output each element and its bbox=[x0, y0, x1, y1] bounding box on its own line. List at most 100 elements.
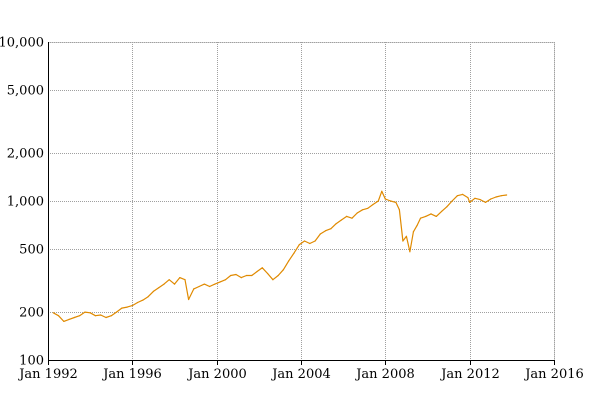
data-point bbox=[430, 213, 432, 215]
data-point bbox=[381, 190, 383, 192]
data-point bbox=[84, 311, 86, 313]
data-point bbox=[446, 206, 448, 208]
data-point bbox=[314, 240, 316, 242]
data-point bbox=[390, 200, 392, 202]
data-point bbox=[73, 316, 75, 319]
data-point bbox=[398, 209, 400, 211]
data-point bbox=[484, 201, 487, 203]
y-tick-label: 200 bbox=[19, 306, 44, 321]
data-point bbox=[261, 267, 263, 269]
data-point bbox=[203, 283, 205, 285]
data-point bbox=[52, 312, 54, 314]
data-point bbox=[356, 212, 358, 214]
data-point bbox=[361, 209, 364, 211]
data-point bbox=[325, 230, 327, 232]
data-point bbox=[346, 215, 348, 217]
y-tick-label: 1,000 bbox=[7, 195, 44, 210]
data-point bbox=[240, 277, 242, 279]
data-point bbox=[469, 201, 471, 203]
data-point bbox=[451, 200, 453, 202]
data-point bbox=[251, 274, 253, 277]
data-point bbox=[441, 210, 443, 212]
data-point bbox=[230, 274, 232, 277]
data-point bbox=[272, 279, 274, 281]
data-point bbox=[456, 195, 458, 197]
data-point bbox=[506, 194, 508, 196]
data-point bbox=[256, 270, 258, 273]
data-point bbox=[168, 279, 170, 281]
data-point bbox=[173, 283, 176, 285]
data-point bbox=[419, 217, 422, 219]
data-point bbox=[131, 305, 133, 307]
data-point bbox=[479, 199, 481, 201]
tick-labels: 100 200 500 1,000 2,000 5,000 10,000 Jan 1992 Ja… bbox=[0, 36, 584, 383]
data-point bbox=[198, 285, 200, 288]
data-point bbox=[467, 197, 469, 199]
data-point bbox=[193, 288, 195, 290]
data-point bbox=[416, 225, 418, 227]
data-point bbox=[309, 242, 311, 245]
data-point bbox=[395, 201, 397, 203]
data-point bbox=[209, 285, 211, 288]
data-point bbox=[184, 279, 186, 281]
data-point bbox=[188, 298, 190, 301]
data-point bbox=[158, 287, 160, 289]
data-point bbox=[412, 231, 414, 233]
y-tick-label: 500 bbox=[19, 243, 44, 258]
data-point bbox=[377, 200, 379, 202]
data-point bbox=[319, 233, 321, 235]
y-tick-label: 10,000 bbox=[0, 36, 44, 51]
data-point bbox=[245, 274, 248, 277]
data-point bbox=[179, 277, 181, 279]
data-point bbox=[152, 290, 154, 292]
data-point bbox=[110, 315, 112, 317]
x-tick-label: Jan 1996 bbox=[101, 367, 162, 382]
data-point bbox=[137, 301, 139, 304]
data-point bbox=[367, 207, 369, 209]
x-tick-label: Jan 2008 bbox=[354, 367, 415, 382]
data-point bbox=[282, 269, 284, 271]
data-point bbox=[351, 217, 353, 219]
series-line bbox=[53, 190, 507, 322]
data-point bbox=[462, 193, 464, 195]
x-tick-label: Jan 1992 bbox=[17, 367, 78, 382]
data-point bbox=[219, 281, 221, 283]
data-point bbox=[68, 318, 70, 320]
data-point bbox=[57, 315, 60, 317]
x-tick-label: Jan 2016 bbox=[523, 367, 584, 382]
data-point bbox=[79, 315, 81, 317]
data-point bbox=[288, 260, 290, 262]
data-point bbox=[267, 272, 269, 275]
y-tick-label: 2,000 bbox=[7, 147, 44, 162]
data-point bbox=[384, 198, 386, 200]
series-group bbox=[52, 190, 508, 322]
data-point bbox=[163, 283, 165, 285]
data-point bbox=[335, 223, 337, 225]
y-tick-label: 5,000 bbox=[7, 84, 44, 99]
data-point bbox=[303, 240, 306, 242]
data-point bbox=[235, 273, 237, 276]
data-point bbox=[298, 244, 300, 246]
data-point bbox=[409, 251, 411, 253]
data-point bbox=[214, 283, 216, 285]
data-point bbox=[94, 315, 96, 317]
data-point bbox=[372, 203, 374, 206]
data-point bbox=[105, 316, 107, 319]
data-point bbox=[405, 235, 407, 237]
axes bbox=[48, 42, 555, 365]
data-point bbox=[330, 228, 332, 230]
data-point bbox=[121, 307, 123, 309]
data-point bbox=[340, 219, 342, 221]
data-point bbox=[402, 240, 404, 242]
data-point bbox=[474, 197, 476, 199]
data-point bbox=[500, 195, 502, 197]
data-point bbox=[100, 314, 102, 316]
y-tick-label: 100 bbox=[19, 354, 44, 369]
data-point bbox=[425, 215, 427, 217]
data-point bbox=[224, 279, 227, 281]
grid bbox=[48, 42, 555, 361]
data-point bbox=[277, 274, 279, 277]
data-point bbox=[490, 198, 492, 200]
data-point bbox=[142, 299, 144, 301]
